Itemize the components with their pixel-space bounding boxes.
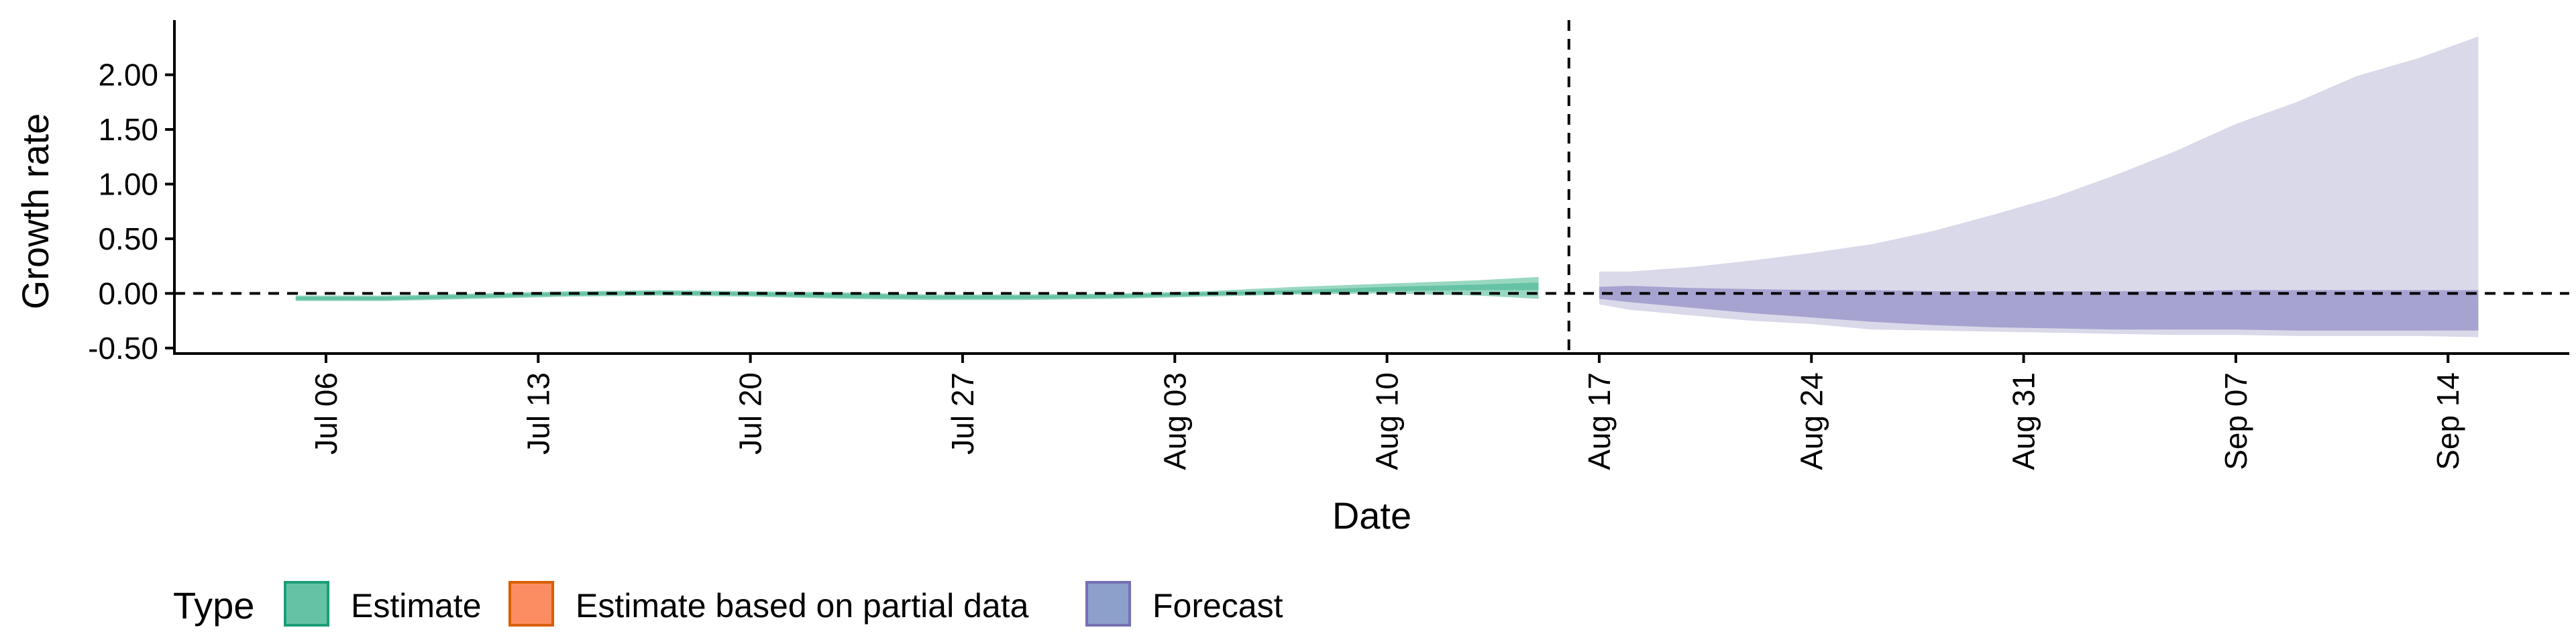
legend-title: Type <box>173 584 254 627</box>
y-tick-label: 1.50 <box>98 112 158 147</box>
axes: -0.50 0.00 0.50 1.00 1.50 2.00 Jul 06 Jul 13 Jul… <box>88 20 2569 470</box>
y-tick-label: 2.00 <box>98 57 158 92</box>
forecast-inner-band <box>1599 286 2479 331</box>
x-tick-label: Jul 06 <box>309 372 343 455</box>
y-tick-label: 1.00 <box>98 166 158 201</box>
x-tick-label: Jul 27 <box>945 372 980 455</box>
estimate-inner-band <box>295 282 1539 301</box>
x-axis-title: Date <box>1332 494 1411 537</box>
ribbon-layer <box>295 36 2479 337</box>
legend-item-label: Estimate <box>351 587 482 625</box>
y-tick-label: -0.50 <box>88 331 158 366</box>
legend-item-label: Forecast <box>1152 587 1283 625</box>
legend-swatch <box>508 581 554 627</box>
x-tick-label: Aug 03 <box>1157 372 1192 470</box>
x-tick-label: Aug 24 <box>1794 372 1829 470</box>
x-tick-label: Sep 07 <box>2218 372 2253 470</box>
x-tick-label: Jul 20 <box>733 372 768 455</box>
legend-item-label: Estimate based on partial data <box>576 587 1029 625</box>
forecast-outer-band <box>1599 36 2479 337</box>
x-tick-label: Jul 13 <box>521 372 555 455</box>
y-tick-label: 0.50 <box>98 221 158 256</box>
legend-swatch <box>284 581 329 627</box>
y-tick-label: 0.00 <box>98 276 158 311</box>
legend: Type Estimate Estimate based on partial da… <box>173 581 1283 627</box>
y-axis-title: Growth rate <box>14 113 56 310</box>
reference-lines <box>174 20 2569 354</box>
x-tick-label: Sep 14 <box>2430 372 2465 470</box>
x-tick-label: Aug 10 <box>1370 372 1405 470</box>
x-tick-label: Aug 17 <box>1582 372 1617 470</box>
x-tick-label: Aug 31 <box>2006 372 2041 470</box>
legend-swatch <box>1085 581 1131 627</box>
